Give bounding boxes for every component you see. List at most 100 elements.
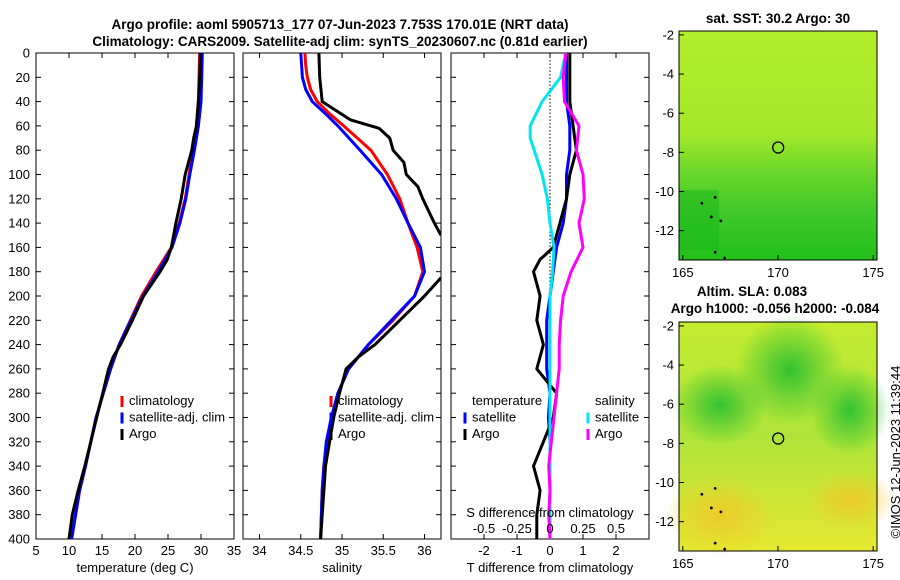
salinity-profile-xtick-label: 34.5: [288, 543, 313, 558]
sst-map-ytick-label: -12: [655, 223, 674, 238]
temperature-panel: 5 10 15 20 25 30 35 0 20 40 60 80 100 120 140 160 180 200…: [8, 46, 241, 576]
salinity-profile-series-argo-deep: [319, 276, 441, 539]
salinity-legend-label: climatology: [338, 393, 404, 408]
salinity-profile-xtick-label: 34: [252, 543, 266, 558]
temperature-profile-ytick-label: 40: [16, 94, 30, 109]
sla-map: 165 170 175 -2 -4 -6 -8 -10 -12: [655, 315, 895, 571]
temperature-profile-ytick-label: 100: [8, 167, 30, 182]
difference-top-xlabel: S difference from climatology: [466, 505, 634, 520]
temperature-profile-ytick-label: 360: [8, 483, 30, 498]
temperature-profile-ytick-label: 280: [8, 386, 30, 401]
temperature-profile-ytick-label: 400: [8, 532, 30, 547]
sst-map-argo-marker: [772, 141, 785, 154]
sst-map-island: [709, 215, 713, 219]
diff-temperature-legend-label: temperature: [472, 393, 542, 408]
sla-map-ytick-label: -6: [662, 397, 674, 412]
sla-map-argo-marker: [772, 432, 785, 445]
sla-map-xtick-label: 165: [672, 556, 694, 571]
sla-map-island: [713, 486, 717, 490]
temperature-profile-ytick-label: 260: [8, 361, 30, 376]
temperature-profile-ytick-label: 160: [8, 240, 30, 255]
difference-profile-xtick-label: -1: [511, 543, 523, 558]
difference-profile-xtick-label: 2: [612, 543, 619, 558]
sst-map-island: [723, 256, 727, 260]
temperature-profile-ytick-label: 60: [16, 118, 30, 133]
salinity-panel: 34 34.5 35 35.5 36 salinity climatology satelli…: [242, 52, 442, 575]
difference-profile-series-salinity-argo: [547, 53, 586, 539]
difference-stick-label: -0.5: [473, 521, 495, 536]
sla-map-island: [700, 492, 704, 496]
sst-map-ytick-label: -10: [655, 184, 674, 199]
temperature-profile-frame: [35, 52, 235, 540]
difference-profile-series-temperature-argo: [532, 53, 578, 539]
sla-map-ytick-label: -4: [662, 358, 674, 373]
sst-map-xtick-label: 170: [767, 265, 789, 280]
temperature-profile-ytick-label: 180: [8, 264, 30, 279]
sst-map-xtick-label: 165: [672, 265, 694, 280]
difference-panel: -2 -1 0 1 2 T difference from climatology -0.5…: [450, 52, 650, 575]
sla-map-xtick-label: 170: [767, 556, 789, 571]
sst-map-ytick-label: -8: [662, 145, 674, 160]
sla-map-island: [723, 547, 727, 551]
sla-map-ytick-label: -12: [655, 514, 674, 529]
sla-high-southeast: [805, 470, 895, 530]
difference-stick-label: 0.5: [607, 521, 625, 536]
sst-map-island: [719, 219, 723, 223]
difference-profile-xtick-label: -2: [478, 543, 490, 558]
salinity-profile-xtick-label: 35.5: [371, 543, 396, 558]
sla-map-island: [709, 506, 713, 510]
temperature-legend-label: climatology: [129, 393, 195, 408]
salinity-profile-series-satellite-adj.-clim: [299, 53, 426, 539]
sla-map-ytick-label: -2: [662, 318, 674, 333]
temperature-profile-ytick-label: 120: [8, 191, 30, 206]
sst-map-ytick-label: -2: [662, 27, 674, 42]
temperature-profile-xtick-label: 25: [161, 543, 175, 558]
imos-timestamp: ©IMOS 12-Jun-2023 11:39:44: [888, 366, 900, 539]
sst-map-ytick-label: -4: [662, 67, 674, 82]
temperature-profile-ytick-label: 80: [16, 143, 30, 158]
temperature-profile-ytick-label: 300: [8, 410, 30, 425]
difference-stick-label: -0.25: [502, 521, 532, 536]
sst-map-island: [700, 201, 704, 205]
sla-map-ytick-label: -8: [662, 436, 674, 451]
temperature-legend-label: satellite-adj. clim: [129, 410, 225, 425]
temperature-profile-xtick-label: 20: [128, 543, 142, 558]
temperature-profile-xtick-label: 5: [32, 543, 39, 558]
diff-temperature-legend-label: Argo: [472, 426, 499, 441]
temperature-legend-label: Argo: [129, 426, 156, 441]
temperature-profile-ytick-label: 340: [8, 459, 30, 474]
difference-profile-xlabel: T difference from climatology: [467, 560, 634, 575]
salinity-profile-xtick-label: 35: [335, 543, 349, 558]
sst-map-title: sat. SST: 30.2 Argo: 30: [706, 11, 850, 26]
temperature-profile-xtick-label: 35: [227, 543, 241, 558]
sst-map-island: [713, 250, 717, 254]
temperature-profile-xtick-label: 30: [194, 543, 208, 558]
temperature-profile-ytick-label: 200: [8, 289, 30, 304]
salinity-profile-series-group: [299, 53, 441, 539]
sla-map-island: [719, 510, 723, 514]
temperature-profile-xtick-label: 15: [95, 543, 109, 558]
temperature-profile-ytick-label: 380: [8, 507, 30, 522]
temperature-profile-ytick-label: 220: [8, 313, 30, 328]
temperature-profile-xlabel: temperature (deg C): [76, 560, 193, 575]
sst-map-xtick-label: 175: [862, 265, 884, 280]
sla-low-east: [810, 365, 890, 455]
sst-warm-patch: [679, 190, 719, 250]
difference-profile-xtick-label: 0: [546, 543, 553, 558]
temperature-profile-ytick-label: 140: [8, 216, 30, 231]
temperature-profile-series-group: [67, 53, 204, 539]
salinity-profile-xtick-label: 36: [417, 543, 431, 558]
sst-map-ytick-label: -6: [662, 106, 674, 121]
salinity-profile-series-argo: [317, 53, 441, 237]
salinity-profile-xlabel: salinity: [322, 560, 362, 575]
difference-profile-series-group: [528, 53, 586, 539]
diff-salinity-legend-label: salinity: [595, 393, 635, 408]
temperature-profile-ytick-label: 20: [16, 70, 30, 85]
salinity-legend-label: satellite-adj. clim: [338, 410, 434, 425]
figure-title-line2: Climatology: CARS2009. Satellite-adj cli…: [92, 34, 587, 49]
salinity-legend-label: Argo: [338, 426, 365, 441]
diff-temperature-legend-label: satellite: [472, 410, 516, 425]
temperature-profile-ytick-label: 240: [8, 337, 30, 352]
sla-high-southwest: [665, 475, 775, 555]
